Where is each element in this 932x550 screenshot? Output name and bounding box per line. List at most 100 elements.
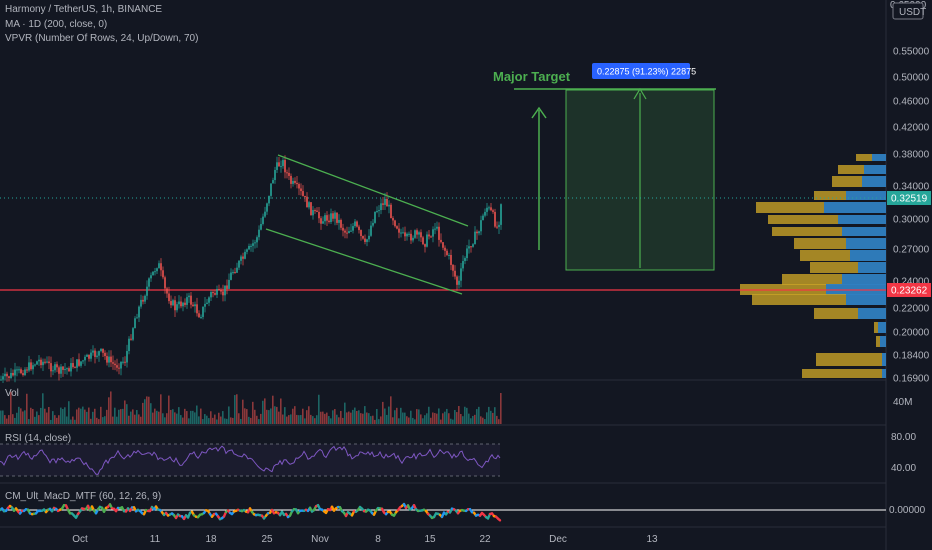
volume-bar bbox=[96, 417, 98, 424]
candle-body bbox=[64, 369, 66, 371]
volume-bar bbox=[78, 407, 80, 424]
price-axis[interactable]: 0.55000 0.50000 0.46000 0.42000 0.38000 0.340… bbox=[893, 47, 930, 385]
candle-body bbox=[192, 304, 194, 307]
candle-body bbox=[408, 233, 410, 235]
candle-body bbox=[298, 184, 300, 189]
volume-bar bbox=[476, 409, 478, 424]
volume-bar bbox=[350, 412, 352, 424]
rsi-axis-tick-high: 80.00 bbox=[891, 432, 916, 443]
volume-bar bbox=[344, 402, 346, 424]
volume-bar bbox=[118, 409, 120, 424]
symbol-title[interactable]: Harmony / TetherUS, 1h, BINANCE bbox=[5, 4, 163, 15]
volume-bar bbox=[246, 409, 248, 424]
volume-bar bbox=[102, 417, 104, 424]
candle-body bbox=[360, 230, 362, 236]
candle-body bbox=[344, 230, 346, 233]
volume-bar bbox=[234, 395, 236, 424]
candle-body bbox=[324, 215, 326, 222]
volume-bar bbox=[442, 413, 444, 424]
channel-upper-line[interactable] bbox=[277, 154, 469, 227]
volume-bar bbox=[4, 415, 6, 424]
candle-body bbox=[404, 232, 406, 237]
volume-bar bbox=[440, 419, 442, 424]
volume-bar bbox=[236, 394, 238, 424]
candle-body bbox=[420, 232, 422, 238]
volume-bar bbox=[428, 406, 430, 424]
vpvr-indicator-label[interactable]: VPVR (Number Of Rows, 24, Up/Down, 70) bbox=[5, 33, 199, 44]
volume-bar bbox=[334, 409, 336, 424]
candle-body bbox=[482, 215, 484, 221]
volume-bar bbox=[144, 399, 146, 424]
candle-body bbox=[134, 318, 136, 329]
candle-body bbox=[20, 369, 22, 374]
candle-body bbox=[136, 317, 138, 319]
candle-body bbox=[180, 301, 182, 307]
price-tick: 0.24000 bbox=[893, 277, 930, 288]
volume-bar bbox=[158, 411, 160, 424]
volume-bar bbox=[406, 416, 408, 424]
candle-body bbox=[280, 166, 282, 168]
candle-body bbox=[442, 242, 444, 248]
volume-bar bbox=[192, 410, 194, 424]
volume-bar bbox=[10, 391, 12, 424]
volume-bar bbox=[282, 414, 284, 424]
currency-badge[interactable] bbox=[892, 2, 924, 20]
volume-bar bbox=[452, 419, 454, 424]
vpvr-row-down bbox=[876, 336, 880, 347]
candle-body bbox=[496, 226, 498, 228]
time-axis[interactable]: Oct 11 18 25 Nov 8 15 22 Dec 13 bbox=[72, 534, 658, 545]
volume-bar bbox=[494, 407, 496, 424]
ma-indicator-label[interactable]: MA · 1D (200, close, 0) bbox=[5, 19, 108, 30]
volume-bar bbox=[398, 418, 400, 424]
volume-bar bbox=[42, 393, 44, 424]
candle-body bbox=[60, 366, 62, 374]
candle-body bbox=[398, 228, 400, 233]
volume-bar bbox=[54, 415, 56, 424]
volume-bar bbox=[40, 407, 42, 424]
volume-bar bbox=[66, 416, 68, 424]
macd-segment bbox=[496, 517, 502, 522]
time-tick: 8 bbox=[375, 534, 381, 545]
candle-body bbox=[88, 354, 90, 359]
volume-bar bbox=[122, 408, 124, 424]
volume-bar bbox=[298, 415, 300, 424]
candle-body bbox=[440, 239, 442, 243]
candle-body bbox=[106, 356, 108, 363]
candle-body bbox=[314, 210, 316, 212]
candle-body bbox=[38, 359, 40, 362]
volume-bar bbox=[194, 412, 196, 424]
candle-body bbox=[396, 226, 398, 229]
candle-body bbox=[10, 372, 12, 378]
volume-bar bbox=[320, 411, 322, 424]
volume-bar bbox=[438, 408, 440, 424]
candle-body bbox=[78, 359, 80, 366]
candle-body bbox=[488, 207, 490, 209]
volume-bar bbox=[458, 406, 460, 424]
channel-lower-line[interactable] bbox=[265, 228, 463, 295]
candle-body bbox=[184, 302, 186, 305]
price-tick: 0.16900 bbox=[893, 374, 930, 385]
rsi-band bbox=[0, 444, 500, 476]
time-tick: 25 bbox=[261, 534, 273, 545]
volume-bar bbox=[52, 411, 54, 424]
vpvr-row-up bbox=[838, 215, 886, 224]
candle-body bbox=[382, 203, 384, 205]
volume-bar bbox=[26, 393, 28, 424]
vol-pane-label: Vol bbox=[5, 388, 19, 399]
volume-bar bbox=[444, 411, 446, 424]
candle-body bbox=[464, 258, 466, 262]
volume-bar bbox=[306, 410, 308, 424]
candle-body bbox=[478, 231, 480, 234]
candle-body bbox=[350, 230, 352, 232]
candle-body bbox=[256, 237, 258, 243]
volume-bar bbox=[70, 419, 72, 424]
candle-body bbox=[454, 270, 456, 277]
price-tick: 0.42000 bbox=[893, 123, 930, 134]
candle-body bbox=[146, 286, 148, 296]
vpvr-row-down bbox=[832, 176, 862, 187]
candle-body bbox=[424, 244, 426, 247]
candle-body bbox=[116, 365, 118, 368]
volume-bar bbox=[222, 411, 224, 424]
volume-bar bbox=[370, 416, 372, 424]
